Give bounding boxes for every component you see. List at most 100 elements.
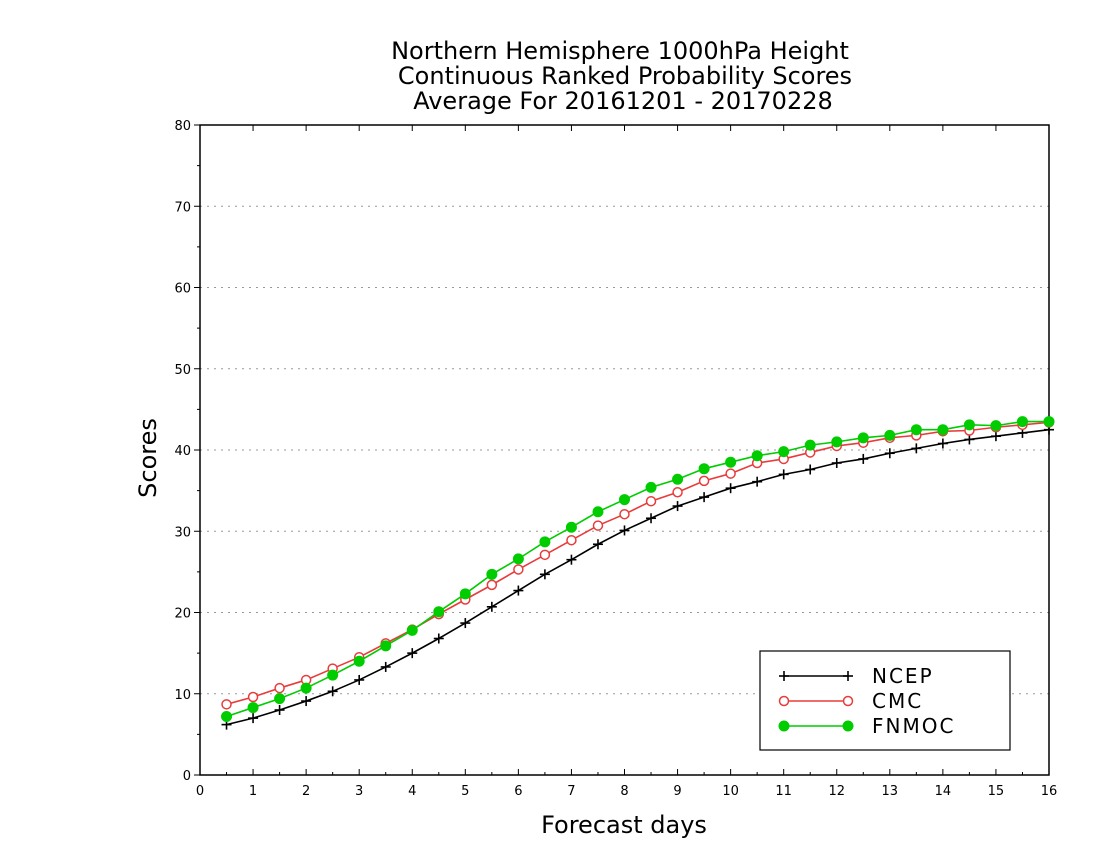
x-tick-label: 15	[988, 784, 1005, 799]
title-line-1: Northern Hemisphere 1000hPa Height	[391, 37, 849, 65]
data-point-ncep	[354, 674, 365, 685]
x-tick-label: 16	[1041, 784, 1058, 799]
y-tick-label: 10	[174, 688, 191, 703]
data-point-ncep	[964, 434, 975, 445]
data-point-fnmoc	[380, 640, 392, 652]
legend-item-ncep: NCEP	[779, 664, 934, 688]
y-tick-label: 30	[174, 525, 191, 540]
gridlines	[200, 205, 1049, 695]
data-point-ncep	[274, 705, 285, 715]
x-tick-label: 4	[408, 784, 416, 799]
data-point-fnmoc	[751, 450, 763, 462]
data-point-fnmoc	[486, 568, 498, 580]
x-tick-label: 3	[355, 784, 363, 799]
x-tick-label: 12	[828, 784, 845, 799]
legend-marker-ncep	[779, 671, 789, 681]
x-tick-label: 1	[249, 784, 257, 799]
data-point-ncep	[327, 686, 338, 697]
chart-title: Northern Hemisphere 1000hPa Height Conti…	[391, 37, 852, 115]
data-point-cmc	[592, 520, 604, 531]
data-point-ncep	[486, 601, 497, 612]
data-point-ncep	[858, 453, 869, 464]
data-point-fnmoc	[963, 419, 975, 431]
data-point-ncep	[911, 443, 922, 454]
data-point-ncep	[778, 469, 789, 480]
x-tick-label: 11	[775, 784, 792, 799]
y-tick-label: 70	[174, 200, 191, 215]
legend-label-fnmoc: FNMOC	[872, 714, 955, 738]
x-tick-label: 0	[196, 784, 204, 799]
series-layer	[221, 416, 1055, 730]
x-tick-label: 9	[673, 784, 681, 799]
data-point-cmc	[539, 549, 551, 561]
x-axis-label: Forecast days	[541, 811, 707, 839]
data-point-fnmoc	[1043, 416, 1055, 428]
data-point-fnmoc	[698, 463, 710, 475]
title-line-3: Average For 20161201 - 20170228	[413, 87, 833, 115]
data-point-ncep	[433, 633, 444, 644]
data-point-fnmoc	[539, 536, 551, 548]
data-point-ncep	[592, 539, 603, 550]
data-point-ncep	[884, 448, 895, 459]
legend-item-cmc: CMC	[778, 689, 923, 713]
data-point-fnmoc	[672, 473, 684, 485]
data-point-fnmoc	[565, 521, 577, 533]
data-point-cmc	[274, 682, 285, 694]
data-point-ncep	[513, 585, 524, 596]
y-tick-label: 0	[183, 769, 191, 784]
y-axis-ticks: 0 10 20 30 40 50 60 70 80	[174, 119, 200, 784]
y-axis-label: Scores	[134, 418, 162, 498]
data-point-ncep	[460, 618, 471, 629]
data-point-ncep	[619, 525, 630, 536]
data-point-ncep	[699, 492, 710, 503]
series-line-ncep	[226, 428, 1050, 726]
data-point-fnmoc	[857, 432, 869, 444]
data-point-ncep	[990, 431, 1001, 442]
data-point-fnmoc	[884, 429, 896, 441]
data-point-fnmoc	[725, 456, 737, 468]
legend-marker-ncep	[843, 671, 853, 681]
data-point-cmc	[698, 475, 710, 487]
data-point-fnmoc	[353, 655, 365, 667]
data-point-fnmoc	[512, 553, 524, 565]
y-tick-label: 20	[174, 607, 191, 622]
data-point-fnmoc	[247, 702, 259, 714]
series-fnmoc	[221, 416, 1055, 722]
data-point-cmc	[672, 487, 683, 498]
y-tick-label: 80	[174, 119, 191, 134]
data-point-ncep	[752, 476, 763, 487]
data-point-cmc	[645, 495, 657, 507]
data-point-ncep	[407, 648, 418, 659]
x-axis-ticks: 0 1 2 3 4 5 6 7 8 9 10 11 12 13 14 15 16	[196, 125, 1057, 799]
legend-label-ncep: NCEP	[872, 664, 934, 688]
data-point-fnmoc	[645, 481, 657, 493]
y-tick-label: 50	[174, 363, 191, 378]
data-point-fnmoc	[433, 606, 445, 618]
data-point-fnmoc	[327, 669, 339, 681]
data-point-ncep	[539, 569, 550, 580]
legend-label-cmc: CMC	[872, 689, 923, 713]
data-point-fnmoc	[1016, 416, 1028, 428]
y-tick-label: 40	[174, 444, 191, 459]
data-point-fnmoc	[804, 439, 816, 451]
data-point-fnmoc	[592, 506, 604, 518]
legend-item-fnmoc: FNMOC	[778, 714, 955, 738]
data-point-cmc	[513, 564, 524, 575]
data-point-ncep	[831, 458, 842, 468]
data-point-ncep	[301, 696, 312, 707]
series-ncep	[221, 424, 1054, 730]
data-point-cmc	[725, 468, 736, 479]
x-tick-label: 2	[302, 784, 310, 799]
data-point-ncep	[380, 661, 391, 672]
legend-marker-fnmoc	[778, 720, 790, 732]
data-point-fnmoc	[910, 424, 922, 436]
data-point-ncep	[725, 483, 736, 494]
data-point-ncep	[805, 464, 816, 475]
x-tick-label: 8	[620, 784, 628, 799]
data-point-cmc	[566, 534, 577, 546]
x-tick-label: 10	[722, 784, 739, 799]
data-point-cmc	[221, 699, 232, 710]
data-point-ncep	[937, 438, 948, 449]
x-tick-label: 13	[882, 784, 899, 799]
